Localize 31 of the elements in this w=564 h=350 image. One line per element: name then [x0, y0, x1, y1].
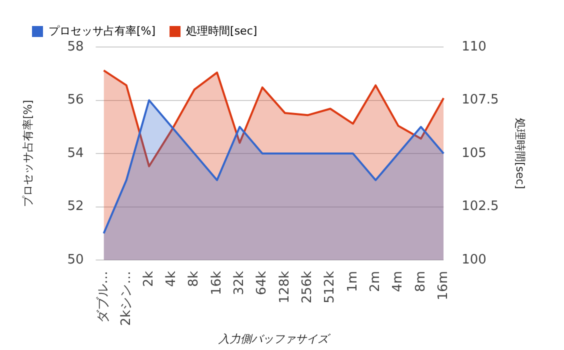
x-tick-label: 2m	[368, 271, 383, 292]
y2-tick-label: 105	[462, 146, 486, 161]
x-tick-label: 256k	[300, 270, 316, 304]
x-tick-label: 2k	[141, 270, 156, 287]
y-tick-label: 58	[67, 39, 84, 54]
y2-tick-label: 102.5	[462, 199, 499, 214]
x-tick-label: 4k	[164, 270, 180, 287]
x-tick-label: 512k	[322, 270, 338, 304]
y2-tick-label: 110	[462, 39, 486, 54]
y-axis-title: プロセッサ占有率[%]	[21, 100, 34, 208]
legend-label: 処理時間[sec]	[186, 24, 258, 38]
y2-axis-title: 処理時間[sec]	[514, 118, 527, 190]
x-tick-label: 4m	[390, 271, 406, 292]
legend-label: プロセッサ占有率[%]	[48, 24, 156, 38]
x-tick-label: 128k	[277, 270, 292, 304]
y-tick-label: 56	[67, 92, 84, 108]
x-tick-label: 32k	[232, 270, 248, 296]
x-tick-label: 64k	[254, 270, 270, 296]
y-tick-label: 52	[67, 199, 84, 214]
y2-tick-label: 107.5	[462, 92, 499, 108]
x-tick-label: 1m	[345, 271, 360, 292]
x-tick-label: 16k	[209, 270, 224, 296]
x-axis-title: 入力側バッファサイズ	[218, 332, 332, 346]
x-tick-label: 8k	[186, 270, 202, 287]
x-tick-label: 2kシン…	[118, 271, 134, 326]
y-tick-label: 50	[67, 252, 84, 268]
y2-tick-label: 100	[462, 252, 486, 268]
x-tick-label: 16m	[436, 271, 451, 300]
x-tick-label: ダブル…	[96, 271, 112, 323]
x-tick-label: 8m	[413, 271, 428, 292]
y-tick-label: 54	[67, 146, 84, 161]
